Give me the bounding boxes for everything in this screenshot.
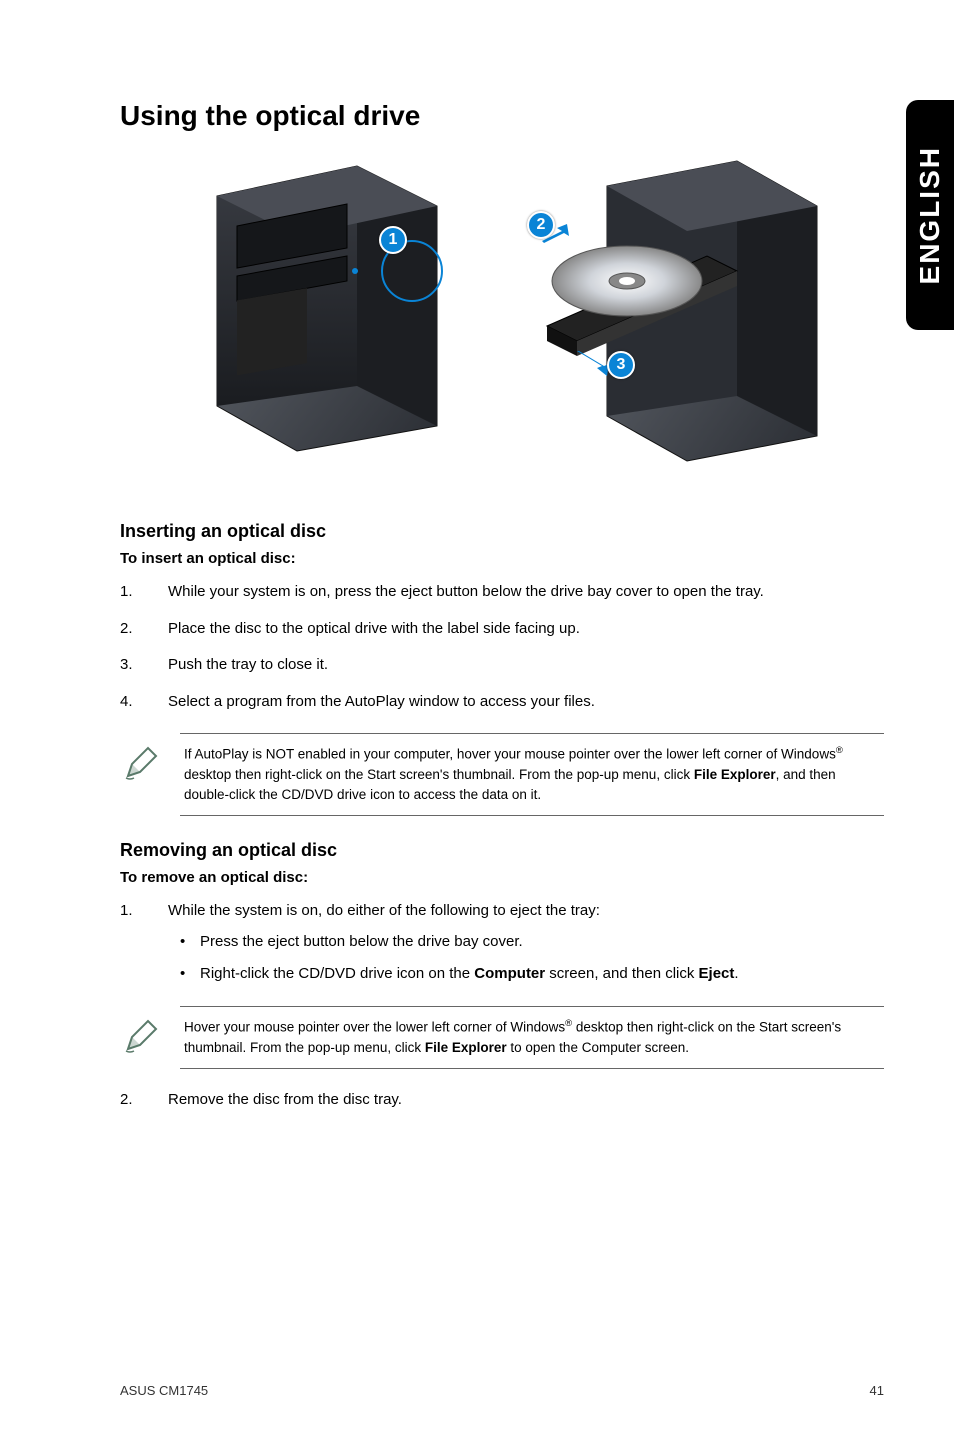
footer-right: 41: [870, 1383, 884, 1398]
insert-step-2: Place the disc to the optical drive with…: [120, 618, 884, 641]
remove-bullet-2: Right-click the CD/DVD drive icon on the…: [168, 963, 884, 986]
insert-step-4: Select a program from the AutoPlay windo…: [120, 691, 884, 714]
remove-heading: Removing an optical disc: [120, 840, 884, 861]
remove-steps: While the system is on, do either of the…: [120, 900, 884, 986]
pencil-icon: [120, 744, 160, 805]
note1-mid: desktop then right-click on the Start sc…: [184, 767, 694, 782]
note-2-text: Hover your mouse pointer over the lower …: [184, 1017, 884, 1058]
footer-left: ASUS CM1745: [120, 1383, 208, 1398]
callout-2: 2: [527, 211, 555, 239]
note-1-text: If AutoPlay is NOT enabled in your compu…: [184, 744, 884, 805]
figure-row: 1: [120, 156, 884, 481]
insert-steps: While your system is on, press the eject…: [120, 581, 884, 713]
pc-tower-open-icon: [507, 156, 827, 476]
remove-step-1-text: While the system is on, do either of the…: [168, 902, 600, 919]
pc-figure-2: 2 3: [507, 156, 827, 481]
callout-3: 3: [607, 351, 635, 379]
remove-bullet-1: Press the eject button below the drive b…: [168, 931, 884, 954]
note1-pre: If AutoPlay is NOT enabled in your compu…: [184, 747, 836, 762]
remove-step-2: Remove the disc from the disc tray.: [120, 1089, 884, 1112]
note2-post: to open the Computer screen.: [507, 1040, 689, 1055]
note2-pre: Hover your mouse pointer over the lower …: [184, 1019, 565, 1034]
pc-tower-closed-icon: [177, 156, 467, 456]
pencil-icon: [120, 1017, 160, 1058]
note-2: Hover your mouse pointer over the lower …: [180, 1006, 884, 1069]
insert-step-3: Push the tray to close it.: [120, 654, 884, 677]
remove-steps-cont: Remove the disc from the disc tray.: [120, 1089, 884, 1112]
rb2a: Right-click the CD/DVD drive icon on the: [200, 965, 474, 982]
rb2d: Eject: [699, 965, 735, 982]
note1-bold: File Explorer: [694, 767, 776, 782]
rb2c: screen, and then click: [545, 965, 698, 982]
callout-1: 1: [379, 226, 407, 254]
page-content: Using the optical drive: [0, 0, 954, 1165]
insert-intro: To insert an optical disc:: [120, 550, 884, 567]
remove-bullets: Press the eject button below the drive b…: [168, 931, 884, 986]
note2-bold: File Explorer: [425, 1040, 507, 1055]
rb2e: .: [734, 965, 738, 982]
note-1: If AutoPlay is NOT enabled in your compu…: [180, 733, 884, 816]
insert-step-1: While your system is on, press the eject…: [120, 581, 884, 604]
remove-intro: To remove an optical disc:: [120, 869, 884, 886]
rb2b: Computer: [474, 965, 545, 982]
page-footer: ASUS CM1745 41: [120, 1383, 884, 1398]
pc-figure-1: 1: [177, 156, 467, 481]
remove-step-1: While the system is on, do either of the…: [120, 900, 884, 986]
page-title: Using the optical drive: [120, 100, 884, 132]
note1-sup: ®: [836, 745, 843, 756]
insert-heading: Inserting an optical disc: [120, 521, 884, 542]
